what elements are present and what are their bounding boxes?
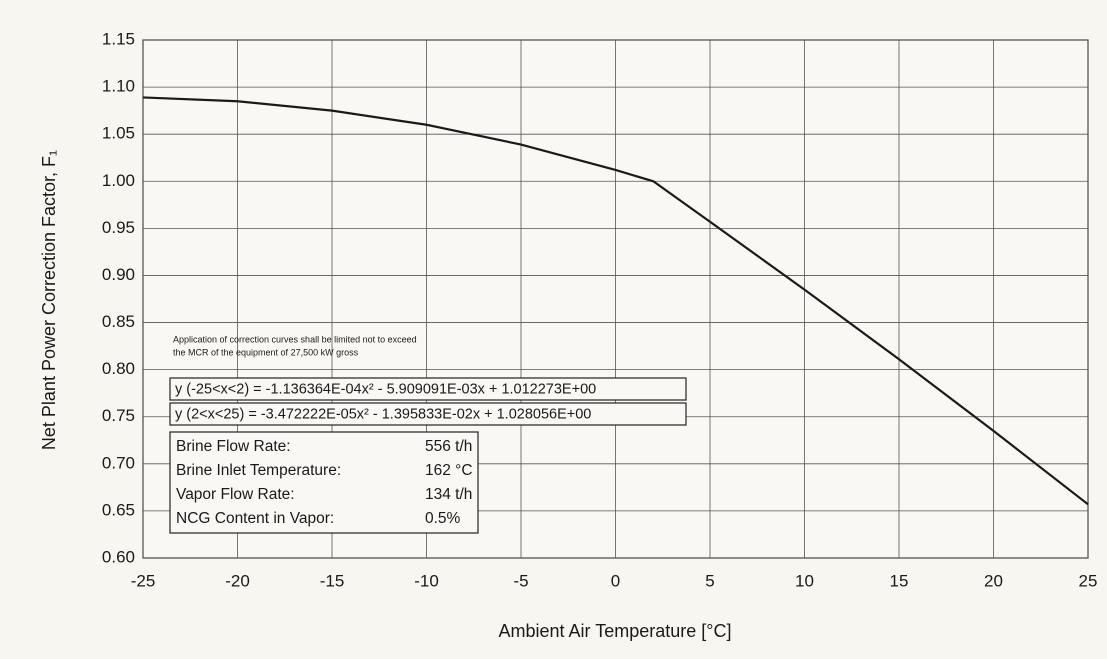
y-tick-label: 0.85 (102, 312, 135, 331)
note: Application of correction curves shall b… (173, 334, 417, 344)
condition-label: Vapor Flow Rate: (176, 486, 295, 503)
y-axis-label: Net Plant Power Correction Factor, F₁ (39, 150, 59, 450)
x-tick-label: 25 (1079, 571, 1098, 590)
x-tick-label: 0 (611, 571, 620, 590)
equation-box (169, 402, 687, 426)
condition-label: Brine Inlet Temperature: (176, 462, 341, 479)
y-tick-label: 1.10 (102, 77, 135, 96)
conditions-box (169, 431, 479, 534)
condition-value: 162 °C (425, 462, 473, 479)
condition-value: 556 t/h (425, 438, 472, 455)
x-tick-label: -25 (131, 571, 156, 590)
x-tick-label: 5 (705, 571, 714, 590)
y-tick-label: 1.15 (102, 29, 135, 48)
x-tick-label: -15 (320, 571, 345, 590)
x-tick-label: -20 (225, 571, 250, 590)
x-tick-label: 15 (890, 571, 909, 590)
x-axis-label: Ambient Air Temperature [°C] (499, 621, 732, 641)
condition-value: 134 t/h (425, 486, 472, 503)
condition-value: 0.5% (425, 510, 461, 527)
y-tick-label: 0.65 (102, 500, 135, 519)
x-tick-label: -10 (414, 571, 439, 590)
x-tick-label: 10 (795, 571, 814, 590)
y-tick-label: 1.05 (102, 124, 135, 143)
condition-label: Brine Flow Rate: (176, 438, 291, 455)
x-tick-label: -5 (513, 571, 528, 590)
equation: y (-25<x<2) = -1.136364E-04x² - 5.909091… (175, 381, 596, 397)
condition-label: NCG Content in Vapor: (176, 510, 334, 527)
y-tick-label: 1.00 (102, 171, 135, 190)
x-tick-label: 20 (984, 571, 1003, 590)
note: the MCR of the equipment of 27,500 kW gr… (173, 347, 359, 357)
line (142, 96, 1089, 506)
y-tick-label: 0.60 (102, 547, 135, 566)
equation: y (2<x<25) = -3.472222E-05x² - 1.395833E… (175, 406, 591, 422)
y-tick-label: 0.75 (102, 406, 135, 425)
equation-box (169, 377, 687, 401)
y-tick-label: 0.80 (102, 359, 135, 378)
y-tick-label: 0.70 (102, 453, 135, 472)
y-tick-label: 0.95 (102, 218, 135, 237)
y-tick-label: 0.90 (102, 265, 135, 284)
